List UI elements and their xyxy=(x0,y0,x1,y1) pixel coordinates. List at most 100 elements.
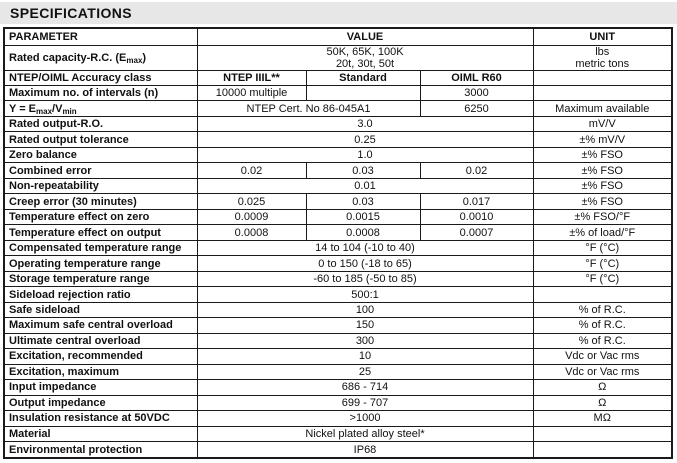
table-row: Material Nickel plated alloy steel* xyxy=(3,425,673,443)
table-row: Excitation, recommended 10 Vdc or Vac rm… xyxy=(3,348,673,365)
parameter-cell: Environmental protection xyxy=(3,441,198,459)
value-cell: 500:1 xyxy=(196,286,534,303)
value-cell: 0.0008 xyxy=(196,224,307,241)
parameter-cell: Material xyxy=(3,425,198,443)
parameter-cell: Storage temperature range xyxy=(3,270,198,288)
value-cell: 1.0 xyxy=(196,146,534,164)
unit-cell: ±% FSO xyxy=(532,146,673,164)
value-cell: 699 - 707 xyxy=(196,394,534,412)
parameter-cell: Maximum safe central overload xyxy=(3,317,198,334)
unit-cell: Vdc or Vac rms xyxy=(532,348,673,365)
table-row: Creep error (30 minutes) 0.025 0.03 0.01… xyxy=(3,193,673,210)
unit-cell: ±% mV/V xyxy=(532,131,673,148)
unit-cell: ±% of load/°F xyxy=(532,224,673,241)
table-row: Rated output tolerance 0.25 ±% mV/V xyxy=(3,131,673,148)
parameter-cell: Excitation, recommended xyxy=(3,348,198,365)
table-header-row: PARAMETER VALUE UNIT xyxy=(3,27,673,46)
parameter-cell: Sideload rejection ratio xyxy=(3,286,198,303)
value-cell: 0.025 xyxy=(196,193,307,210)
specifications-table: PARAMETER VALUE UNIT Rated capacity-R.C.… xyxy=(3,27,673,459)
unit-cell: Ω xyxy=(532,394,673,412)
table-row: Temperature effect on zero 0.0009 0.0015… xyxy=(3,208,673,226)
value-cell: Nickel plated alloy steel* xyxy=(196,425,534,443)
table-row: Insulation resistance at 50VDC >1000 MΩ xyxy=(3,410,673,427)
value-cell: 0.25 xyxy=(196,131,534,148)
unit-cell: MΩ xyxy=(532,410,673,427)
table-row: Combined error 0.02 0.03 0.02 ±% FSO xyxy=(3,162,673,179)
value-cell: 0.03 xyxy=(305,162,421,179)
unit-cell xyxy=(532,69,673,87)
section-header-bar: SPECIFICATIONS xyxy=(0,2,677,24)
value-cell: 6250 xyxy=(419,100,534,117)
table-row-y-ratio: Y = Emax/Vmin NTEP Cert. No 86-045A1 625… xyxy=(3,100,673,117)
value-cell: 0.0010 xyxy=(419,208,534,226)
parameter-cell: Combined error xyxy=(3,162,198,179)
unit-cell xyxy=(532,441,673,459)
section-title: SPECIFICATIONS xyxy=(10,5,133,21)
parameter-cell: Temperature effect on output xyxy=(3,224,198,241)
table-row-rated-capacity: Rated capacity-R.C. (Emax) 50K, 65K, 100… xyxy=(3,44,673,71)
table-row: Output impedance 699 - 707 Ω xyxy=(3,394,673,412)
parameter-cell: Compensated temperature range xyxy=(3,239,198,257)
parameter-cell: Creep error (30 minutes) xyxy=(3,193,198,210)
header-value: VALUE xyxy=(196,27,534,46)
parameter-cell: NTEP/OIML Accuracy class xyxy=(3,69,198,87)
table-row: Operating temperature range 0 to 150 (-1… xyxy=(3,255,673,272)
table-row: Environmental protection IP68 xyxy=(3,441,673,459)
table-row-max-intervals: Maximum no. of intervals (n) 10000 multi… xyxy=(3,84,673,102)
parameter-cell: Ultimate central overload xyxy=(3,332,198,350)
unit-cell: lbs metric tons xyxy=(532,44,673,71)
value-subheader-ntep: NTEP IIIL** xyxy=(196,69,307,87)
value-cell: 0.0015 xyxy=(305,208,421,226)
parameter-cell: Rated output-R.O. xyxy=(3,115,198,133)
parameter-cell: Rated capacity-R.C. (Emax) xyxy=(3,44,198,71)
value-cell: 0 to 150 (-18 to 65) xyxy=(196,255,534,272)
table-row: Maximum safe central overload 150 % of R… xyxy=(3,317,673,334)
parameter-cell: Rated output tolerance xyxy=(3,131,198,148)
value-cell: 0.0008 xyxy=(305,224,421,241)
table-row: Zero balance 1.0 ±% FSO xyxy=(3,146,673,164)
value-cell: 0.02 xyxy=(196,162,307,179)
unit-cell: mV/V xyxy=(532,115,673,133)
value-cell: 0.02 xyxy=(419,162,534,179)
unit-cell: Ω xyxy=(532,379,673,396)
value-cell: 686 - 714 xyxy=(196,379,534,396)
parameter-cell: Insulation resistance at 50VDC xyxy=(3,410,198,427)
value-cell: 3000 xyxy=(419,84,534,102)
table-row: Ultimate central overload 300 % of R.C. xyxy=(3,332,673,350)
parameter-cell: Operating temperature range xyxy=(3,255,198,272)
value-cell: 150 xyxy=(196,317,534,334)
value-cell: 10000 multiple xyxy=(196,84,307,102)
parameter-cell: Maximum no. of intervals (n) xyxy=(3,84,198,102)
parameter-cell: Excitation, maximum xyxy=(3,363,198,381)
unit-cell xyxy=(532,286,673,303)
value-subheader-oiml: OIML R60 xyxy=(419,69,534,87)
unit-cell: % of R.C. xyxy=(532,317,673,334)
table-row: Sideload rejection ratio 500:1 xyxy=(3,286,673,303)
value-cell: 100 xyxy=(196,301,534,319)
value-subheader-standard: Standard xyxy=(305,69,421,87)
unit-cell: % of R.C. xyxy=(532,332,673,350)
table-row: Safe sideload 100 % of R.C. xyxy=(3,301,673,319)
parameter-cell: Input impedance xyxy=(3,379,198,396)
value-cell: 14 to 104 (-10 to 40) xyxy=(196,239,534,257)
value-cell: NTEP Cert. No 86-045A1 xyxy=(196,100,421,117)
value-cell: -60 to 185 (-50 to 85) xyxy=(196,270,534,288)
parameter-cell: Y = Emax/Vmin xyxy=(3,100,198,117)
table-row-accuracy-class: NTEP/OIML Accuracy class NTEP IIIL** Sta… xyxy=(3,69,673,87)
parameter-cell: Safe sideload xyxy=(3,301,198,319)
unit-cell: Vdc or Vac rms xyxy=(532,363,673,381)
unit-cell: °F (°C) xyxy=(532,270,673,288)
unit-cell: ±% FSO xyxy=(532,177,673,195)
unit-cell: °F (°C) xyxy=(532,239,673,257)
table-row: Excitation, maximum 25 Vdc or Vac rms xyxy=(3,363,673,381)
table-row: Compensated temperature range 14 to 104 … xyxy=(3,239,673,257)
value-cell: 0.03 xyxy=(305,193,421,210)
parameter-cell: Non-repeatability xyxy=(3,177,198,195)
table-row: Rated output-R.O. 3.0 mV/V xyxy=(3,115,673,133)
unit-cell: ±% FSO xyxy=(532,162,673,179)
value-cell: 0.01 xyxy=(196,177,534,195)
header-unit: UNIT xyxy=(532,27,673,46)
value-cell: IP68 xyxy=(196,441,534,459)
